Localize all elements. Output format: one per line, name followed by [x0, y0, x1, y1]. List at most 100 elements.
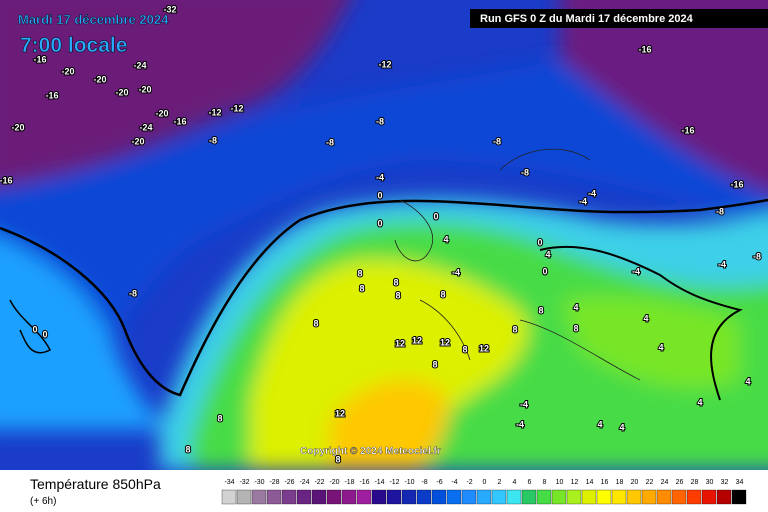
legend-label: 8 [543, 479, 547, 486]
legend-label: -4 [451, 479, 457, 486]
map-date: Mardi 17 décembre 2024 [18, 12, 169, 27]
legend-label: 34 [736, 479, 744, 486]
contour-label: -8 [129, 288, 137, 298]
legend-swatch [221, 489, 237, 505]
contour-label: -12 [378, 59, 391, 69]
contour-label: -20 [93, 74, 106, 84]
contour-label: 4 [573, 302, 578, 312]
contour-label: 8 [462, 344, 467, 354]
legend-label: 26 [676, 479, 684, 486]
contour-label: 4 [597, 419, 602, 429]
contour-label: -8 [521, 167, 529, 177]
contour-label: -16 [0, 175, 13, 185]
contour-label: 0 [377, 218, 382, 228]
contour-label: -16 [173, 116, 186, 126]
contour-label: -20 [131, 136, 144, 146]
legend-label: 14 [586, 479, 594, 486]
contour-label: 4 [619, 422, 624, 432]
legend-label: 30 [706, 479, 714, 486]
legend-swatch [236, 489, 252, 505]
contour-label: -8 [753, 251, 761, 261]
legend-swatch [536, 489, 552, 505]
contour-label: 8 [393, 277, 398, 287]
contour-label: 8 [335, 454, 340, 464]
legend-swatch [581, 489, 597, 505]
legend-swatch [596, 489, 612, 505]
contour-label: -8 [326, 137, 334, 147]
contour-label: 8 [313, 318, 318, 328]
legend-swatch [716, 489, 732, 505]
contour-label: -12 [208, 107, 221, 117]
legend-swatch [626, 489, 642, 505]
legend-label: -32 [239, 479, 249, 486]
legend-label: -10 [404, 479, 414, 486]
legend-swatch [266, 489, 282, 505]
legend-swatch [731, 489, 747, 505]
contour-label: -24 [139, 122, 152, 132]
contour-label: -16 [638, 44, 651, 54]
contour-label: -16 [45, 90, 58, 100]
contour-label: -16 [730, 179, 743, 189]
map-time: 7:00 locale [20, 34, 127, 57]
contour-label: -12 [230, 103, 243, 113]
contour-label: 4 [643, 313, 648, 323]
legend-swatch [251, 489, 267, 505]
contour-label: 12 [412, 335, 422, 345]
contour-label: -20 [138, 84, 151, 94]
contour-label: 8 [538, 305, 543, 315]
contour-label: 8 [512, 324, 517, 334]
contour-label: 12 [395, 338, 405, 348]
contour-label: -4 [588, 188, 596, 198]
legend-swatch [311, 489, 327, 505]
legend-label: -6 [436, 479, 442, 486]
legend-swatch [611, 489, 627, 505]
legend-label: -12 [389, 479, 399, 486]
legend-swatch [431, 489, 447, 505]
contour-label: 4 [745, 376, 750, 386]
legend-swatch [476, 489, 492, 505]
legend-swatch [401, 489, 417, 505]
contour-label: -4 [579, 196, 587, 206]
legend-swatch [701, 489, 717, 505]
legend-label: 16 [601, 479, 609, 486]
contour-label: -24 [133, 60, 146, 70]
legend-label: -18 [344, 479, 354, 486]
contour-label: -20 [115, 87, 128, 97]
map-background [0, 0, 768, 470]
contour-label: 12 [440, 337, 450, 347]
legend-label: -22 [314, 479, 324, 486]
legend-label: 18 [616, 479, 624, 486]
contour-label: 0 [542, 266, 547, 276]
legend-label: 12 [571, 479, 579, 486]
contour-label: 8 [440, 289, 445, 299]
legend-label: -14 [374, 479, 384, 486]
legend-swatch [356, 489, 372, 505]
contour-label: 8 [357, 268, 362, 278]
legend-label: -2 [466, 479, 472, 486]
legend-swatch [341, 489, 357, 505]
contour-label: -16 [33, 54, 46, 64]
contour-label: -32 [163, 4, 176, 14]
legend-swatch [656, 489, 672, 505]
contour-label: 0 [42, 329, 47, 339]
contour-label: -8 [209, 135, 217, 145]
legend-label: 22 [646, 479, 654, 486]
contour-label: -4 [520, 399, 528, 409]
legend-label: -34 [224, 479, 234, 486]
contour-label: -8 [716, 206, 724, 216]
legend-label: -26 [284, 479, 294, 486]
contour-label: -4 [516, 419, 524, 429]
legend-label: 24 [661, 479, 669, 486]
legend-swatch [326, 489, 342, 505]
contour-label: -4 [376, 172, 384, 182]
legend-label: 4 [513, 479, 517, 486]
legend-label: 2 [498, 479, 502, 486]
legend-swatch [641, 489, 657, 505]
run-info: Run GFS 0 Z du Mardi 17 décembre 2024 [480, 13, 694, 25]
legend-label: -28 [269, 479, 279, 486]
legend-title: Température 850hPa [30, 476, 161, 492]
legend-label: -30 [254, 479, 264, 486]
contour-label: 0 [377, 190, 382, 200]
contour-label: -20 [61, 66, 74, 76]
legend-swatch [416, 489, 432, 505]
